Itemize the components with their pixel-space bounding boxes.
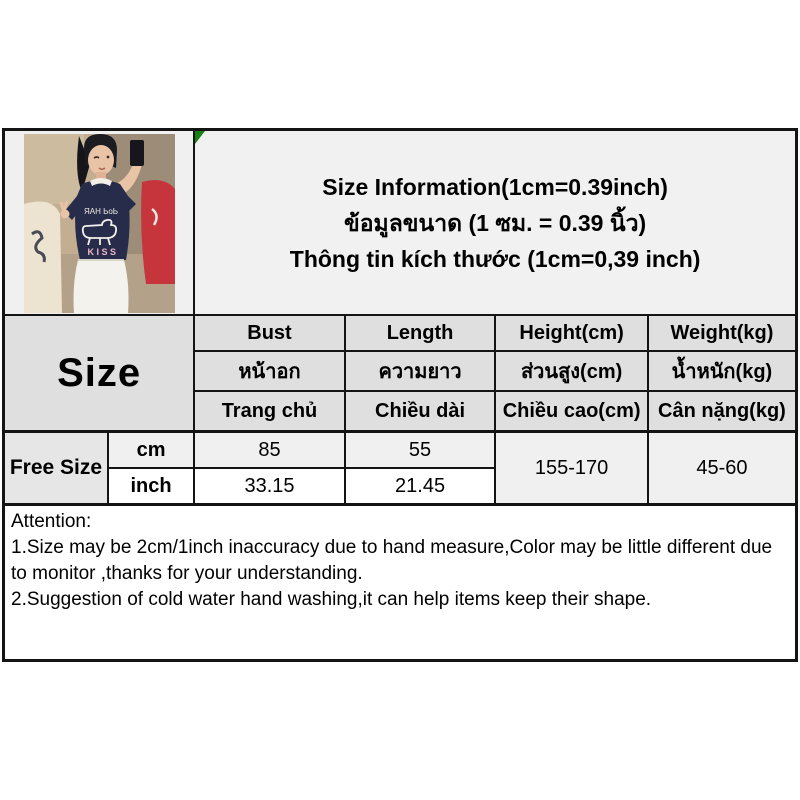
bust-inch-value: 33.15 xyxy=(193,467,346,506)
attention-note-2: 2.Suggestion of cold water hand washing,… xyxy=(11,589,652,610)
header-weight-vi: Cân nặng(kg) xyxy=(646,390,798,433)
size-chart-sheet: ЯAH ЬoЬ KISS Size Information(1cm=0.39in… xyxy=(2,128,798,662)
header-weight-en: Weight(kg) xyxy=(646,314,798,352)
header-row-vietnamese: Trang chủ Chiều dài Chiều cao(cm) Cân nặ… xyxy=(4,390,798,433)
weight-range-value: 45-60 xyxy=(646,430,798,506)
header-height-th: ส่วนสูง(cm) xyxy=(494,350,649,392)
title-thai: ข้อมูลขนาด (1 ซม. = 0.39 นิ้ว) xyxy=(344,209,647,236)
header-height-en: Height(cm) xyxy=(494,314,649,352)
unit-inch: inch xyxy=(106,467,196,506)
row-label-free-size: Free Size xyxy=(2,430,109,506)
attention-heading: Attention: xyxy=(11,511,92,532)
header-bust-vi: Trang chủ xyxy=(193,390,346,433)
attention-cell: Attention: 1.Size may be 2cm/1inch inacc… xyxy=(2,503,798,662)
header-bust-th: หน้าอก xyxy=(193,350,346,392)
header-weight-th: น้ำหนัก(kg) xyxy=(646,350,798,392)
attention-note-1: 1.Size may be 2cm/1inch inaccuracy due t… xyxy=(11,537,773,584)
green-corner-marker-icon xyxy=(196,131,206,144)
shirt-kiss-text: KISS xyxy=(87,247,118,257)
header-height-vi: Chiều cao(cm) xyxy=(494,390,649,433)
data-row-cm: Free Size cm 85 55 155-170 45-60 xyxy=(2,430,798,506)
title-cell: Size Information(1cm=0.39inch) ข้อมูลขนา… xyxy=(193,128,798,316)
height-range-value: 155-170 xyxy=(494,430,649,506)
title-english: Size Information(1cm=0.39inch) xyxy=(322,173,668,200)
svg-text:ЯAH ЬoЬ: ЯAH ЬoЬ xyxy=(84,207,118,216)
top-row: ЯAH ЬoЬ KISS Size Information(1cm=0.39in… xyxy=(2,128,798,316)
header-length-th: ความยาว xyxy=(343,350,497,392)
model-photo-cell: ЯAH ЬoЬ KISS xyxy=(2,128,196,316)
header-length-en: Length xyxy=(343,314,497,352)
data-row-inch: inch 33.15 21.45 xyxy=(4,467,797,506)
attention-row: Attention: 1.Size may be 2cm/1inch inacc… xyxy=(2,503,798,662)
model-photo: ЯAH ЬoЬ KISS xyxy=(23,134,175,313)
header-row-english: Size Bust Length Height(cm) Weight(kg) xyxy=(2,314,798,433)
header-row-thai: หน้าอก ความยาว ส่วนสูง(cm) น้ำหนัก(kg) xyxy=(4,350,798,392)
unit-cm: cm xyxy=(106,430,196,469)
length-cm-value: 55 xyxy=(343,430,497,469)
header-length-vi: Chiều dài xyxy=(343,390,497,433)
length-inch-value: 21.45 xyxy=(343,467,497,506)
size-corner-label: Size xyxy=(2,314,196,433)
header-bust-en: Bust xyxy=(193,314,346,352)
bust-cm-value: 85 xyxy=(193,430,346,469)
title-vietnamese: Thông tin kích thước (1cm=0,39 inch) xyxy=(289,245,701,272)
